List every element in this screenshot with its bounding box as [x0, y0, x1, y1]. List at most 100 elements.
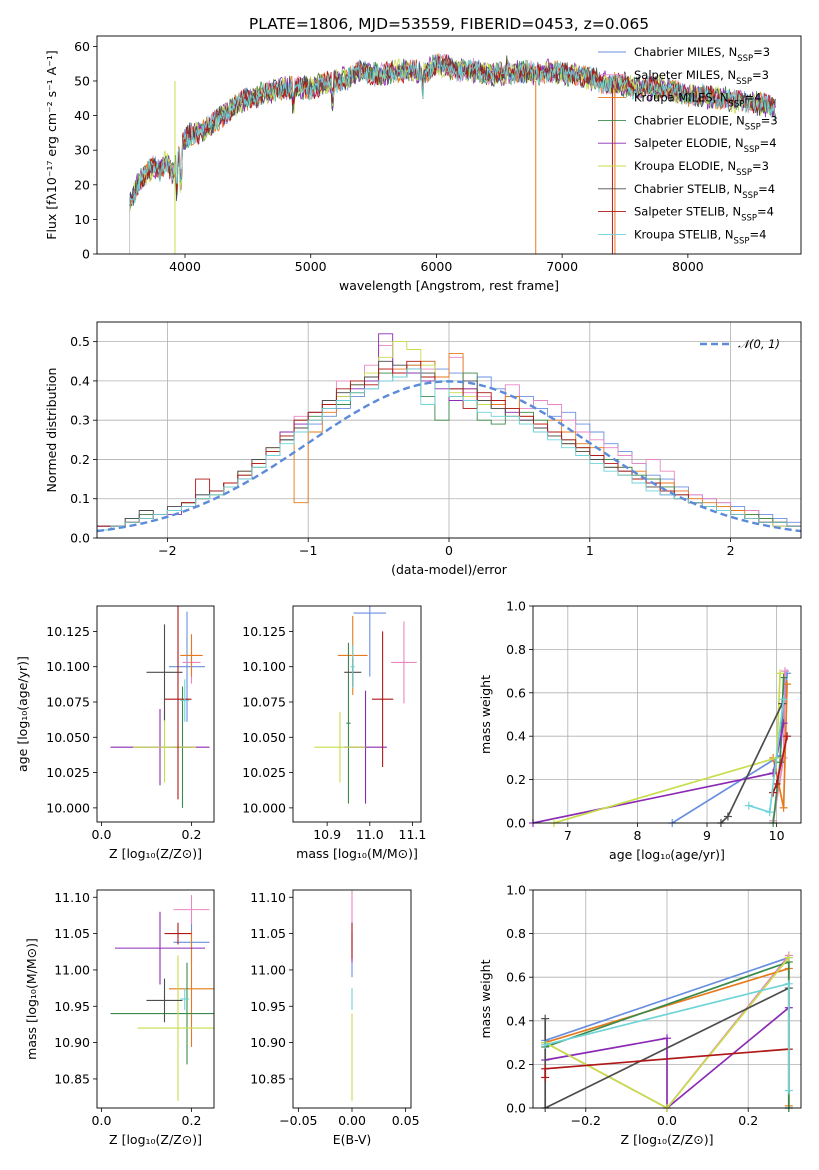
x-tick-label: 7000: [546, 259, 578, 274]
x-axis-label: wavelength [Angstrom, rest frame]: [339, 278, 559, 293]
y-tick-label: 1.0: [506, 883, 526, 898]
x-tick-label: 0.2: [738, 1113, 758, 1128]
legend-label: Chabrier ELODIE, NSSP=3: [634, 113, 778, 132]
y-tick-label: 0.2: [506, 772, 526, 787]
x-tick-label: 0: [445, 543, 453, 558]
y-tick-label: 30: [74, 143, 90, 158]
y-tick-label: 10.025: [46, 765, 90, 780]
x-tick-label: 0.0: [657, 1113, 677, 1128]
y-tick-label: 10: [74, 212, 90, 227]
axes-frame: [96, 35, 802, 255]
y-axis-label: mass weight: [478, 675, 493, 754]
x-axis-label: Z [log₁₀(Z/Z⊙)]: [109, 846, 202, 861]
axes-frame: [96, 321, 802, 539]
y-tick-label: 50: [74, 73, 90, 88]
y-tick-label: 0.6: [506, 970, 526, 985]
y-tick-label: 0.6: [506, 685, 526, 700]
y-tick-label: 0.4: [70, 373, 90, 388]
y-tick-label: 11.10: [54, 890, 90, 905]
y-tick-label: 0.8: [506, 642, 526, 657]
x-tick-label: −2: [158, 543, 176, 558]
y-tick-label: 0.8: [506, 926, 526, 941]
x-tick-label: 8: [633, 828, 641, 843]
y-tick-label: 10.90: [250, 1035, 286, 1050]
y-tick-label: 10.050: [242, 730, 286, 745]
x-tick-label: 9: [703, 828, 711, 843]
x-tick-label: 0.00: [338, 1113, 366, 1128]
y-tick-label: 10.125: [242, 624, 286, 639]
legend-label: Salpeter STELIB, NSSP=4: [634, 205, 774, 224]
y-tick-label: 0.2: [70, 452, 90, 467]
x-axis-label: Z [log₁₀(Z/Z⊙)]: [621, 1132, 714, 1147]
axes-frame: [96, 605, 215, 823]
axes-frame: [532, 605, 802, 824]
y-tick-label: 10.075: [46, 695, 90, 710]
axes-frame: [96, 889, 215, 1109]
x-tick-label: 7: [564, 828, 572, 843]
legend-label: Kroupa MILES, NSSP=4: [634, 91, 761, 110]
legend-label: Salpeter ELODIE, NSSP=4: [634, 136, 777, 155]
y-tick-label: 11.00: [250, 962, 286, 977]
weight-line-kroupa-elodie: [553, 673, 781, 823]
x-tick-label: 0.05: [392, 1113, 420, 1128]
y-tick-label: 11.05: [54, 926, 90, 941]
x-tick-label: −0.2: [571, 1113, 601, 1128]
weight-line-salpeter-elodie: [545, 1007, 790, 1108]
y-tick-label: 10.95: [250, 999, 286, 1014]
y-tick-label: 0.4: [506, 1013, 526, 1028]
x-tick-label: 11.1: [399, 827, 427, 842]
y-tick-label: 10.100: [46, 659, 90, 674]
x-tick-label: 0.0: [92, 827, 112, 842]
y-tick-label: 0.0: [70, 531, 90, 546]
y-tick-label: 10.85: [250, 1071, 286, 1086]
x-axis-label: mass [log₁₀(M/M⊙)]: [296, 846, 418, 861]
x-tick-label: −0.05: [279, 1113, 317, 1128]
y-tick-label: 0: [82, 247, 90, 262]
x-tick-label: 0.0: [92, 1113, 112, 1128]
x-tick-label: 10: [769, 828, 785, 843]
y-tick-label: 10.95: [54, 999, 90, 1014]
x-tick-label: 5000: [295, 259, 327, 274]
x-axis-label: (data-model)/error: [391, 562, 508, 577]
y-axis-label: mass [log₁₀(M/M⊙)]: [24, 938, 39, 1060]
weight-line-salpeter-elodie: [533, 723, 785, 823]
normal-reference-curve: [96, 380, 802, 533]
x-tick-label: 0.2: [182, 1113, 202, 1128]
y-tick-label: 0.5: [70, 334, 90, 349]
y-axis-label: mass weight: [478, 959, 493, 1038]
y-axis-label: Normed distribution: [44, 368, 59, 493]
chart-title: PLATE=1806, MJD=53559, FIBERID=0453, z=0…: [249, 15, 649, 33]
legend-label: Salpeter MILES, NSSP=3: [634, 68, 769, 87]
y-tick-label: 10.85: [54, 1071, 90, 1086]
y-tick-label: 10.000: [46, 800, 90, 815]
y-axis-label: age [log₁₀(age/yr)]: [15, 656, 30, 772]
x-axis-label: age [log₁₀(age/yr)]: [609, 847, 725, 862]
y-tick-label: 0.2: [506, 1057, 526, 1072]
y-tick-label: 10.025: [242, 765, 286, 780]
legend-label: 𝒩(0, 1): [738, 337, 780, 351]
y-tick-label: 0.4: [506, 729, 526, 744]
x-tick-label: −1: [299, 543, 317, 558]
legend-label: Chabrier STELIB, NSSP=4: [634, 182, 775, 201]
x-axis-label: Z [log₁₀(Z/Z⊙)]: [109, 1132, 202, 1147]
y-tick-label: 40: [74, 108, 90, 123]
y-tick-label: 60: [74, 39, 90, 54]
axes-frame: [532, 889, 802, 1109]
legend-label: Kroupa STELIB, NSSP=4: [634, 227, 766, 246]
y-tick-label: 0.1: [70, 491, 90, 506]
y-tick-label: 11.00: [54, 962, 90, 977]
y-tick-label: 10.075: [242, 695, 286, 710]
x-tick-label: 11.0: [356, 827, 384, 842]
y-tick-label: 10.100: [242, 659, 286, 674]
axes-frame: [292, 889, 412, 1109]
y-tick-label: 10.000: [242, 800, 286, 815]
legend-label: Chabrier MILES, NSSP=3: [634, 45, 770, 64]
x-tick-label: 6000: [421, 259, 453, 274]
x-axis-label: E(B-V): [333, 1132, 372, 1147]
y-tick-label: 0.3: [70, 413, 90, 428]
spectrum-line-kroupa-stelib: [129, 54, 776, 205]
y-tick-label: 0.0: [506, 816, 526, 831]
axes-frame: [292, 605, 422, 823]
x-tick-label: 1: [586, 543, 594, 558]
